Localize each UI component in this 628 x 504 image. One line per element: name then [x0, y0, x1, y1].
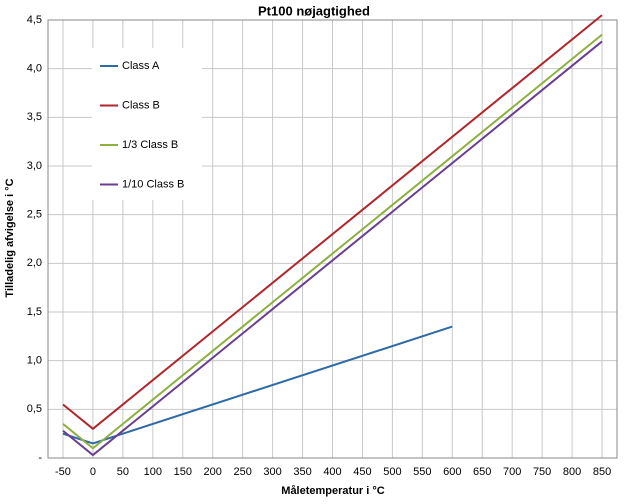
x-tick-label: 0 — [90, 466, 96, 478]
x-tick-label: 550 — [413, 466, 431, 478]
line — [62, 40, 603, 457]
y-tick-label: 4,0 — [27, 63, 42, 75]
y-tick-label: 3,5 — [27, 111, 42, 123]
line — [62, 14, 603, 431]
x-tick-label: 450 — [353, 466, 371, 478]
x-tick-label: 850 — [593, 466, 611, 478]
chart-title: Pt100 nøjagtighed — [258, 3, 370, 18]
x-tick-label: 500 — [383, 466, 401, 478]
legend-label: 1/10 Class B — [122, 178, 184, 190]
x-tick-label: 350 — [293, 466, 311, 478]
y-axis-label: Tilladelig afvigelse i °C — [4, 178, 16, 297]
y-tick-label: 4,5 — [27, 14, 42, 26]
x-tick-label: 150 — [174, 466, 192, 478]
y-tick-label: 3,0 — [27, 160, 42, 172]
x-tick-label: 300 — [263, 466, 281, 478]
y-tick-label: 1,0 — [27, 355, 42, 367]
x-tick-label: 750 — [533, 466, 551, 478]
y-tick-label: 1,5 — [27, 306, 42, 318]
y-tick-label: 0,5 — [27, 403, 42, 415]
legend-label: Class A — [122, 60, 160, 72]
x-tick-label: 200 — [204, 466, 222, 478]
x-tick-label: 50 — [117, 466, 129, 478]
x-tick-label: 250 — [233, 466, 251, 478]
legend-label: 1/3 Class B — [122, 139, 178, 151]
plot-border — [47, 19, 618, 459]
legend-box — [92, 48, 202, 200]
line — [62, 325, 453, 445]
line — [62, 33, 603, 450]
x-axis-label: Måletemperatur i °C — [281, 485, 384, 497]
x-tick-label: 100 — [144, 466, 162, 478]
legend-label: Class B — [122, 99, 160, 111]
x-tick-label: 400 — [323, 466, 341, 478]
x-tick-label: 600 — [443, 466, 461, 478]
x-tick-label: 700 — [503, 466, 521, 478]
x-tick-label: 800 — [563, 466, 581, 478]
y-tick-label: 2,0 — [27, 257, 42, 269]
y-tick-label: 2,5 — [27, 209, 42, 221]
y-tick-label: - — [38, 452, 42, 464]
x-tick-label: 650 — [473, 466, 491, 478]
x-tick-label: -50 — [55, 466, 71, 478]
